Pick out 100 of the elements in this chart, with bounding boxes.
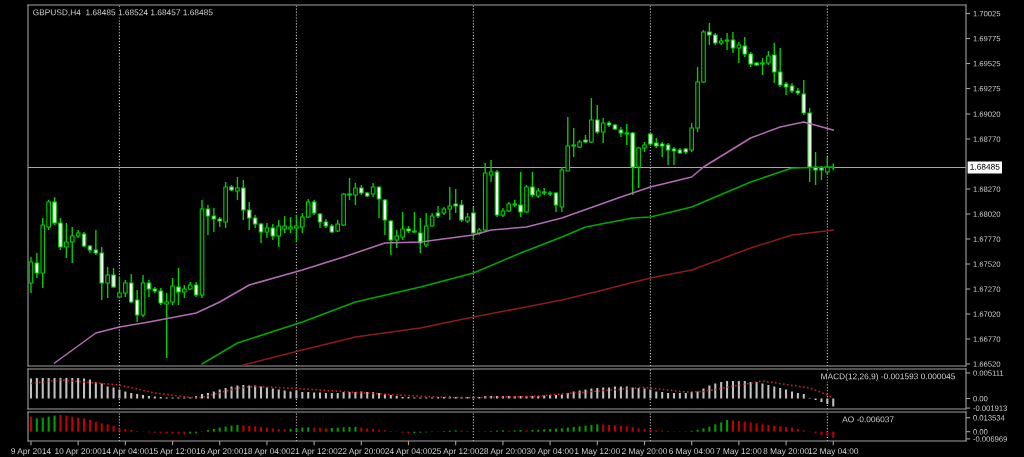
bar <box>832 431 835 438</box>
bar <box>696 391 699 399</box>
bar <box>224 388 227 399</box>
bar <box>212 428 215 432</box>
bar <box>271 428 274 432</box>
bar <box>737 381 740 399</box>
bar <box>737 421 740 432</box>
bar <box>372 428 375 432</box>
bar <box>342 427 345 432</box>
bar <box>584 425 587 432</box>
bar <box>720 422 723 432</box>
bar <box>566 427 569 432</box>
bar <box>88 379 91 399</box>
bar <box>619 425 622 432</box>
bar <box>549 428 552 432</box>
bar <box>100 423 103 432</box>
bar <box>619 386 622 399</box>
bar <box>35 378 38 399</box>
bar <box>153 396 156 399</box>
bar <box>330 393 333 399</box>
bar <box>572 427 575 432</box>
bar <box>389 395 392 399</box>
bar <box>53 378 56 399</box>
bar <box>313 392 316 399</box>
bar <box>354 392 357 399</box>
bar <box>731 381 735 399</box>
bar <box>543 429 546 432</box>
bar <box>608 387 611 399</box>
x-tick-label: 25 Apr 12:00 <box>432 448 480 456</box>
bar <box>360 427 363 432</box>
bar <box>124 391 127 399</box>
bar <box>720 382 723 399</box>
bar <box>65 415 68 432</box>
bar <box>218 427 221 432</box>
bar <box>726 381 729 399</box>
bar <box>767 425 770 432</box>
bar <box>667 393 670 399</box>
bar <box>201 394 204 399</box>
bar <box>655 391 658 399</box>
line-series <box>242 229 835 366</box>
bar <box>289 391 292 399</box>
x-tick-label: 7 May 12:00 <box>716 448 762 456</box>
bar <box>248 425 251 432</box>
bar <box>360 391 363 399</box>
bar <box>59 378 62 399</box>
bar <box>307 392 310 399</box>
bar <box>785 427 788 432</box>
bar <box>802 394 805 399</box>
bar <box>342 392 345 399</box>
x-tick-label: 10 Apr 20:00 <box>55 448 102 456</box>
bar <box>242 425 245 432</box>
bar <box>702 428 705 432</box>
bar <box>702 388 705 399</box>
bar <box>796 428 799 432</box>
line-series <box>201 166 835 365</box>
bar <box>554 428 558 432</box>
bar <box>637 388 640 399</box>
bar <box>265 427 268 432</box>
bar <box>224 426 227 432</box>
bar <box>377 393 381 399</box>
bar <box>790 427 793 432</box>
bar <box>560 428 563 432</box>
bar <box>35 418 38 432</box>
x-tick-label: 2 May 20:00 <box>621 448 668 456</box>
bar <box>672 393 676 399</box>
bar <box>643 388 646 399</box>
x-tick-label: 12 May 04:00 <box>808 448 859 456</box>
bar <box>29 378 32 399</box>
bar <box>118 428 121 432</box>
bar <box>83 418 86 432</box>
bar <box>259 426 263 432</box>
bar <box>543 395 546 399</box>
x-tick-label: 18 Apr 04:00 <box>243 448 291 456</box>
bar <box>584 389 587 399</box>
bar <box>106 386 109 399</box>
bar <box>301 392 304 399</box>
bar <box>714 383 717 399</box>
bar <box>212 391 215 399</box>
bar <box>336 393 339 399</box>
bar <box>779 388 782 399</box>
bar <box>767 385 770 399</box>
bar <box>277 389 280 399</box>
bar <box>578 426 581 432</box>
bar <box>354 426 357 432</box>
bar <box>637 428 640 432</box>
x-tick-label: 14 Apr 04:00 <box>102 448 149 456</box>
x-tick-label: 1 May 12:00 <box>575 448 620 456</box>
chart-title: AO -0.006037 <box>842 416 894 423</box>
bar <box>684 393 687 399</box>
x-tick-label: 22 Apr 20:00 <box>338 448 385 456</box>
bar <box>47 378 50 399</box>
bar <box>643 428 646 432</box>
ref-line-label: 1.68485 <box>970 163 1000 170</box>
bar <box>71 378 74 399</box>
bar <box>743 381 746 399</box>
bar <box>307 427 310 432</box>
bar <box>755 382 758 399</box>
bar <box>324 393 327 399</box>
bar <box>531 396 534 399</box>
bar <box>631 427 634 432</box>
